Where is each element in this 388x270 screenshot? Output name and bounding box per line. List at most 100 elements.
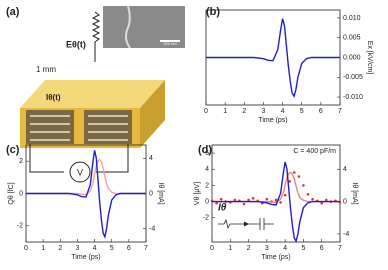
inset-arrow <box>244 221 249 227</box>
y-tick-label: -0.005 <box>343 74 363 81</box>
x-tick-label: 5 <box>300 108 304 115</box>
size-label: 1 mm <box>36 65 56 74</box>
x-tick-label: 4 <box>93 245 97 252</box>
block-side <box>140 80 165 148</box>
y-tick-label: 0 <box>19 190 23 197</box>
field-label: Eθ(t) <box>66 39 86 49</box>
scale-label: 500 nm <box>163 41 177 46</box>
x-tick-label: 3 <box>261 108 265 115</box>
x-tick-label: 6 <box>320 245 324 252</box>
y2-tick-label: -4 <box>343 231 349 238</box>
plot-frame <box>211 144 341 243</box>
y-tick-label: -2 <box>17 223 23 230</box>
y2-tick-label: 4 <box>343 166 347 173</box>
data-point <box>311 197 314 201</box>
y-axis-label: Qθ [fC] <box>8 182 15 204</box>
x-tick-label: 3 <box>265 245 269 252</box>
data-point <box>251 197 255 200</box>
y2-tick-label: 0 <box>149 190 153 197</box>
data-point <box>215 201 218 205</box>
x-axis-label: Time (ps) <box>258 117 287 124</box>
coil-right <box>84 110 132 144</box>
y-tick-label: -2 <box>203 215 209 222</box>
x-tick-label: 4 <box>281 108 285 115</box>
wire <box>29 144 129 173</box>
data-point <box>283 193 287 197</box>
inset-circuit <box>218 218 274 230</box>
x-tick-label: 2 <box>242 108 246 115</box>
data-point <box>292 171 296 174</box>
data-point <box>302 184 305 187</box>
data-point <box>274 198 278 202</box>
x-tick-label: 2 <box>58 245 62 252</box>
x-tick-label: 7 <box>338 245 342 252</box>
x-tick-label: 5 <box>301 245 305 252</box>
y-tick-label: 2 <box>205 182 209 189</box>
x-tick-label: 5 <box>110 245 114 252</box>
x-tick-label: 7 <box>144 245 148 252</box>
y-axis-label: Ex [kV/cm] <box>366 41 373 75</box>
y-tick-label: 2 <box>19 158 23 165</box>
data-point <box>288 180 292 183</box>
x-tick-label: 7 <box>338 108 342 115</box>
scale-bar <box>160 40 180 42</box>
data-point <box>279 201 282 204</box>
y-tick-label: 0.010 <box>343 15 361 22</box>
panel-label: (d) <box>198 144 212 156</box>
x-tick-label: 0 <box>204 108 208 115</box>
x-tick-label: 6 <box>319 108 323 115</box>
y2-tick-label: -4 <box>149 226 155 233</box>
data-line <box>206 18 340 99</box>
plot: 0 1 2 3 4 5 6 7 Time (ps) -2 0 2 4 6 Vθ [μV] -4 0 4 Iθ [mA… <box>194 144 358 261</box>
x-tick-label: 1 <box>228 245 232 252</box>
x-tick-label: 6 <box>127 245 131 252</box>
x-axis-label: Time (ps) <box>71 254 100 261</box>
x-tick-label: 3 <box>75 245 79 252</box>
data-point <box>297 175 301 178</box>
y-tick-label: 0.005 <box>343 35 361 42</box>
data-point <box>247 198 250 202</box>
data-point <box>306 193 310 196</box>
y-tick-label: 4 <box>205 166 209 173</box>
y-axis-label: Vθ [μV] <box>194 182 201 205</box>
plot: 0 1 2 3 4 5 6 7 Time (ps) -0.010 -0.005 0.000 0.005 0… <box>204 9 373 124</box>
current-label: Iθ(t) <box>46 93 61 102</box>
x-axis-label: Time (ps) <box>261 254 290 261</box>
y-tick-label: 6 <box>205 150 209 157</box>
panel-label: (b) <box>206 6 220 18</box>
y-tick-label: 0 <box>205 198 209 205</box>
x-tick-label: 1 <box>223 108 227 115</box>
y-tick-label: -0.010 <box>343 94 363 101</box>
y2-tick-label: 0 <box>343 198 347 205</box>
diagram: (a) 500 nm Eθ(t) 1 mm Iθ(t) V <box>6 5 185 183</box>
x-tick-label: 1 <box>41 245 45 252</box>
voltmeter <box>69 161 91 183</box>
data-line <box>212 161 340 244</box>
block-top <box>20 80 165 108</box>
coil-left <box>26 110 74 144</box>
data-point <box>324 198 328 202</box>
field-wave <box>91 11 101 62</box>
sem-crack <box>125 5 131 49</box>
y2-axis-label: Iθ [mA] <box>157 182 164 204</box>
data-point <box>265 197 269 201</box>
y2-tick-label: 4 <box>149 155 153 162</box>
panel-label: (a) <box>6 6 20 18</box>
inset-label: Iθ <box>218 203 227 214</box>
data-line <box>26 150 146 239</box>
data-point <box>320 201 324 205</box>
x-tick-label: 2 <box>247 245 251 252</box>
data-line <box>212 171 340 204</box>
x-tick-label: 0 <box>210 245 214 252</box>
data-point <box>219 197 223 201</box>
data-point <box>242 202 246 206</box>
panel-label: (c) <box>6 144 20 156</box>
meter-label: V <box>77 167 83 177</box>
y2-axis-label: Iθ [mA] <box>351 182 358 204</box>
data-point <box>233 198 237 202</box>
annotation: C = 400 pF/m <box>293 148 336 155</box>
y-tick-label: 0.000 <box>343 54 361 61</box>
x-tick-label: 0 <box>24 245 28 252</box>
x-tick-label: 4 <box>283 245 287 252</box>
